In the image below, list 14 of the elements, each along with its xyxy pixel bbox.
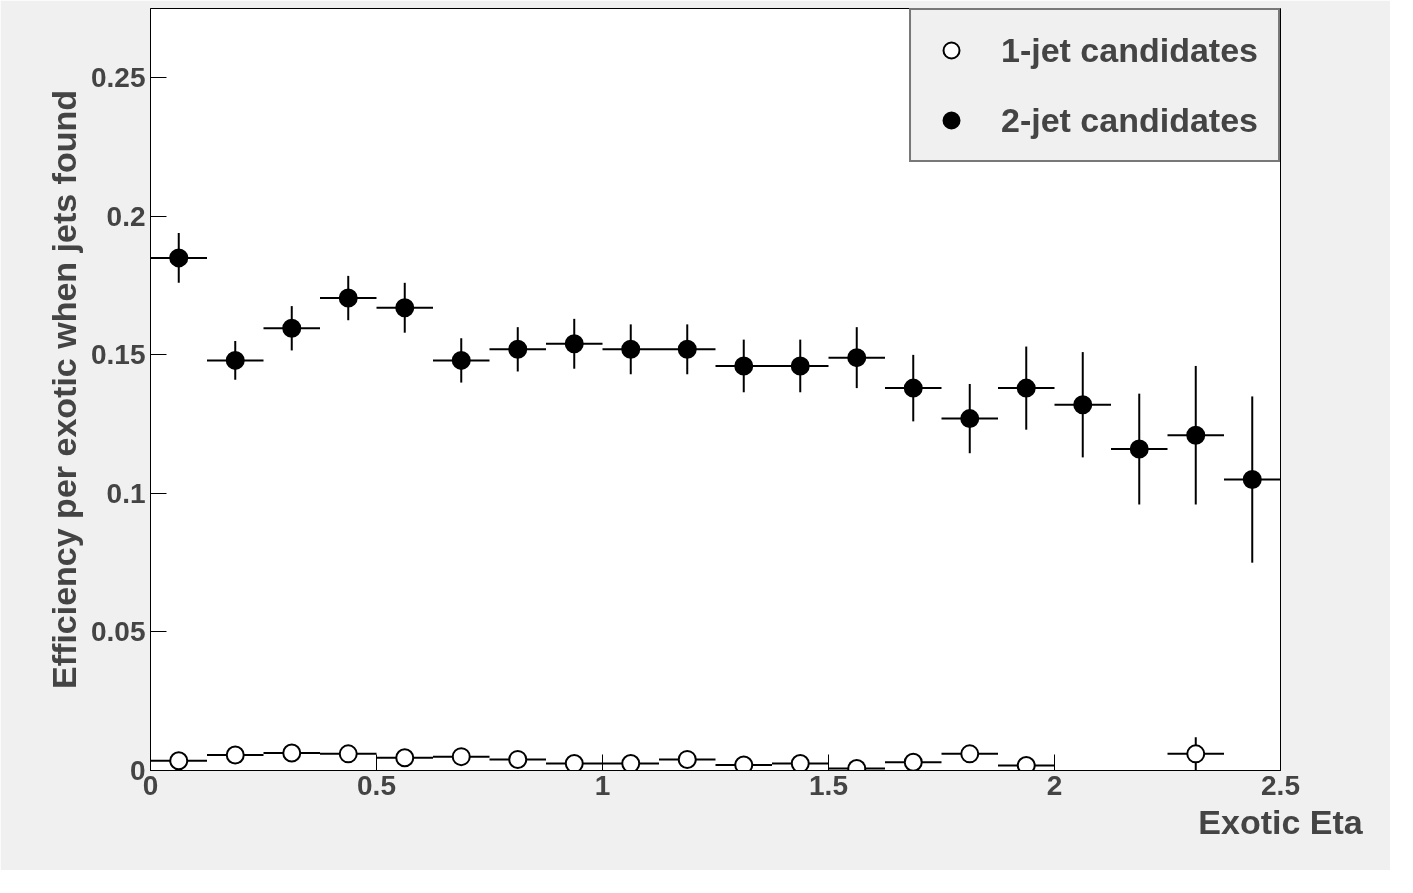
y-axis-title: Efficiency per exotic when jets found <box>45 90 83 689</box>
x-tick-label: 2 <box>1046 769 1063 801</box>
legend-label: 2-jet candidates <box>1001 100 1258 140</box>
y-tick-label: 0.2 <box>106 200 146 232</box>
x-tick-label: 2.5 <box>1261 769 1300 801</box>
x-tick-label: 1 <box>594 769 611 801</box>
y-tick-label: 0.1 <box>106 477 146 509</box>
y-tick-label: 0.05 <box>91 616 146 648</box>
legend-label: 1-jet candidates <box>1001 30 1258 70</box>
x-axis-title: Exotic Eta <box>1198 802 1364 841</box>
y-tick-label: 0.25 <box>91 62 146 94</box>
x-tick-label: 0.5 <box>357 769 396 801</box>
x-tick-label: 1.5 <box>809 769 848 801</box>
y-tick-label: 0.15 <box>91 339 146 371</box>
